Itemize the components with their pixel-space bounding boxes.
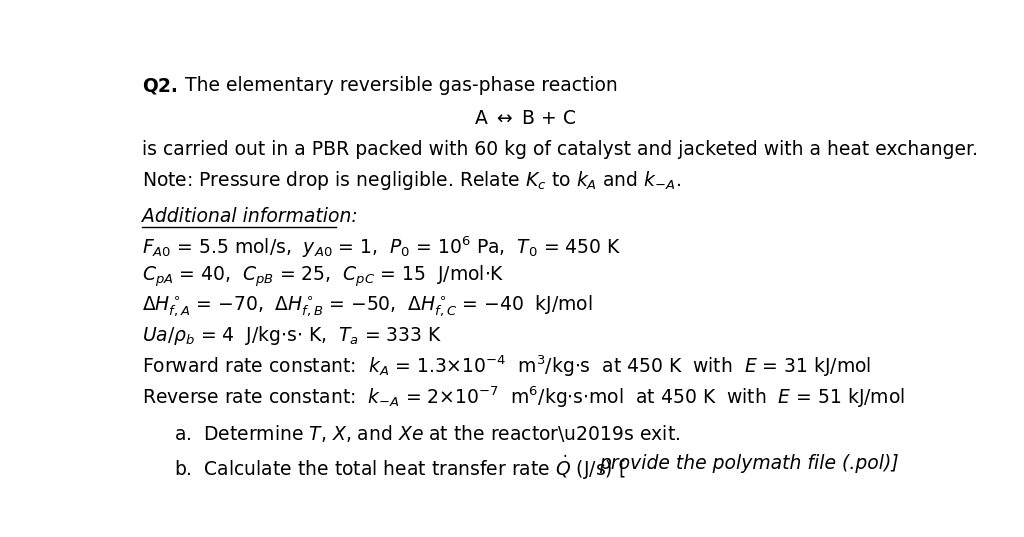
Text: a.  Determine $T$, $X$, and $Xe$ at the reactor\u2019s exit.: a. Determine $T$, $X$, and $Xe$ at the r… <box>174 423 680 444</box>
Text: A $\leftrightarrow$ B + C: A $\leftrightarrow$ B + C <box>474 108 575 128</box>
Text: Q2.: Q2. <box>142 76 178 95</box>
Text: is carried out in a PBR packed with 60 kg of catalyst and jacketed with a heat e: is carried out in a PBR packed with 60 k… <box>142 140 978 159</box>
Text: Note: Pressure drop is negligible. Relate $K_c$ to $k_A$ and $k_{-A}$.: Note: Pressure drop is negligible. Relat… <box>142 169 681 192</box>
Text: Additional information:: Additional information: <box>142 207 358 226</box>
Text: b.  Calculate the total heat transfer rate $\dot{Q}$ (J/s) [: b. Calculate the total heat transfer rat… <box>174 454 626 482</box>
Text: $Ua/\rho_b$ = 4  J/kg$\cdot$s$\cdot$ K,  $T_a$ = 333 K: $Ua/\rho_b$ = 4 J/kg$\cdot$s$\cdot$ K, $… <box>142 324 442 347</box>
Text: provide the polymath file (.pol)]: provide the polymath file (.pol)] <box>599 454 898 473</box>
Text: The elementary reversible gas-phase reaction: The elementary reversible gas-phase reac… <box>185 76 617 95</box>
Text: Reverse rate constant:  $k_{-A}$ = 2$\times$10$^{-7}$  m$^6$/kg$\cdot$s$\cdot$mo: Reverse rate constant: $k_{-A}$ = 2$\tim… <box>142 384 905 410</box>
Text: $F_{A0}$ = 5.5 mol/s,  $y_{A0}$ = 1,  $P_0$ = 10$^6$ Pa,  $T_0$ = 450 K: $F_{A0}$ = 5.5 mol/s, $y_{A0}$ = 1, $P_0… <box>142 235 622 260</box>
Text: Forward rate constant:  $k_A$ = 1.3$\times$10$^{-4}$  m$^3$/kg$\cdot$s  at 450 K: Forward rate constant: $k_A$ = 1.3$\time… <box>142 354 871 379</box>
Text: $\Delta H^\circ_{f,A}$ = $-$70,  $\Delta H^\circ_{f,B}$ = $-$50,  $\Delta H^\cir: $\Delta H^\circ_{f,A}$ = $-$70, $\Delta … <box>142 294 593 319</box>
Text: $C_{pA}$ = 40,  $C_{pB}$ = 25,  $C_{pC}$ = 15  J/mol$\cdot$K: $C_{pA}$ = 40, $C_{pB}$ = 25, $C_{pC}$ =… <box>142 264 505 289</box>
